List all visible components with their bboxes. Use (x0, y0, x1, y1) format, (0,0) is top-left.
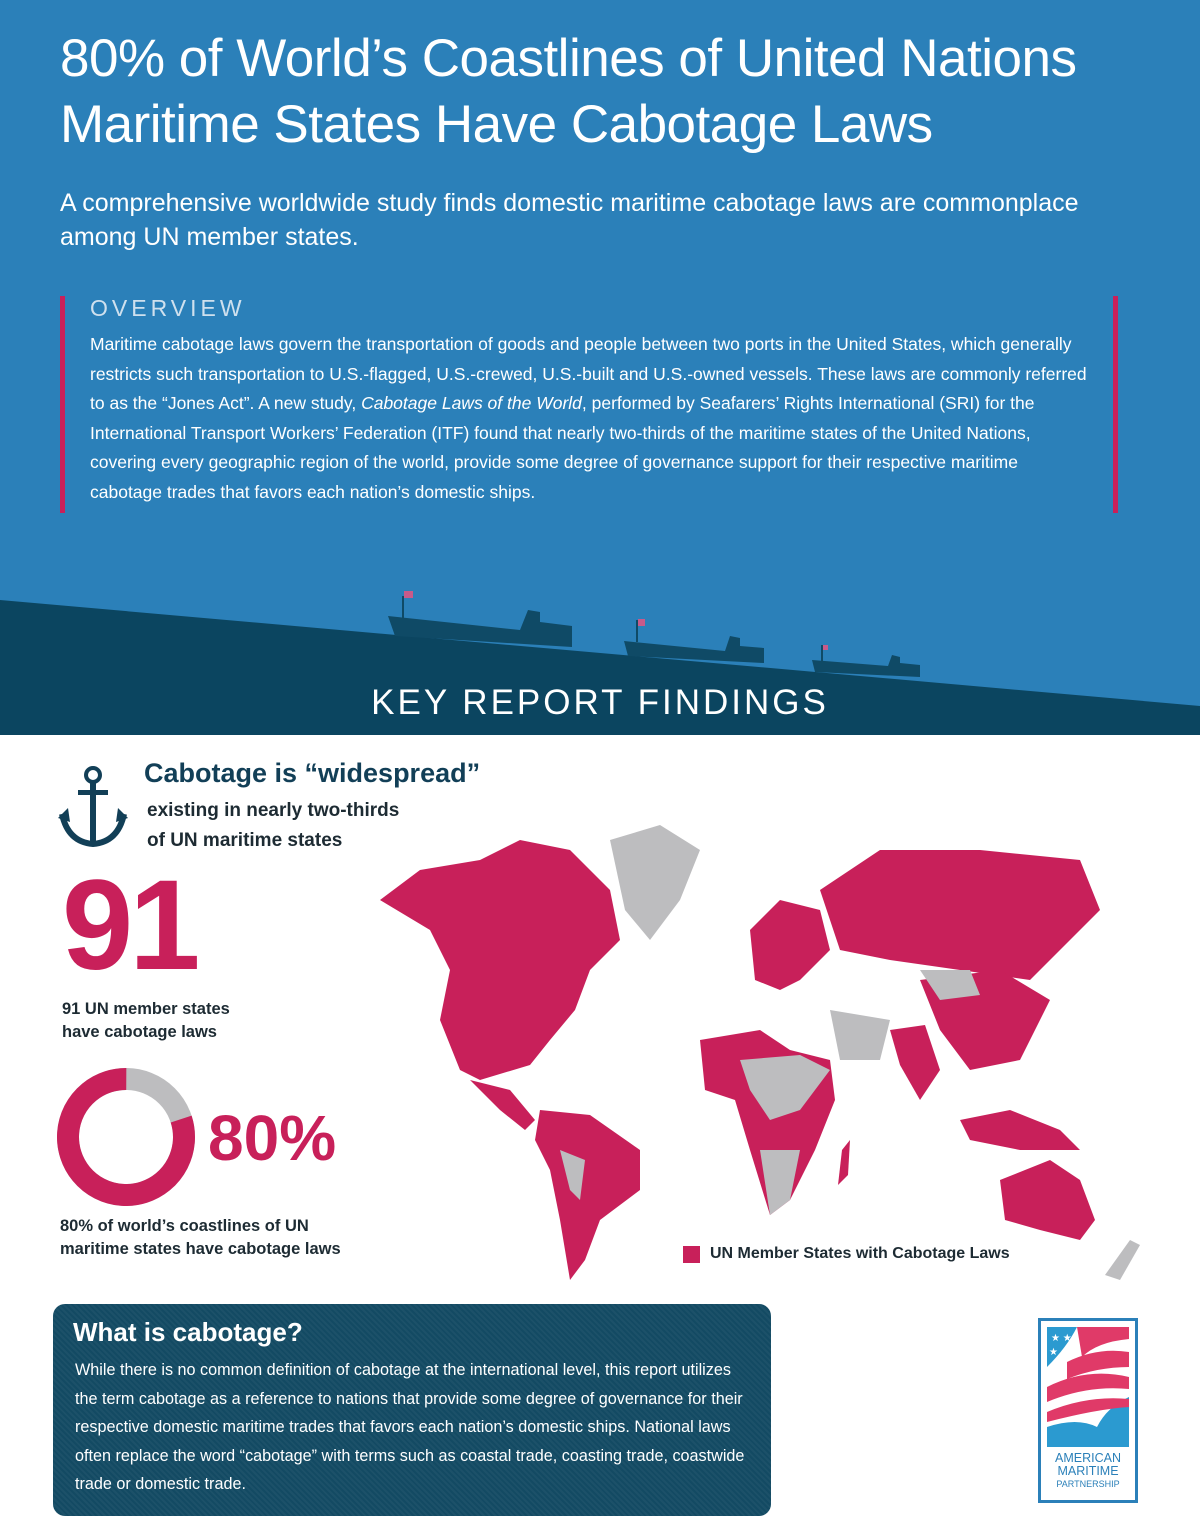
southern-africa (760, 1150, 800, 1215)
north-america (380, 840, 620, 1080)
inland-africa (740, 1055, 830, 1120)
flag-logo-icon: ★ ★ ★ ★ (1047, 1327, 1129, 1447)
caption-line: maritime states have cabotage laws (60, 1240, 341, 1258)
greenland (610, 825, 700, 940)
coastline-caption: 80% of world’s coastlines of UN maritime … (60, 1215, 341, 1261)
subheading-line: of UN maritime states (147, 830, 343, 851)
middle-east (830, 1010, 890, 1060)
madagascar (838, 1140, 850, 1185)
stat-caption: 91 UN member states have cabotage laws (62, 998, 230, 1044)
world-map (380, 825, 1140, 1280)
stat-number: 91 (62, 854, 200, 997)
page-title: 80% of World’s Coastlines of United Nati… (60, 29, 1077, 154)
ship-icon (388, 591, 572, 647)
caption-line: 80% of world’s coastlines of UN (60, 1217, 309, 1235)
overview-text: Maritime cabotage laws govern the transp… (90, 334, 1087, 413)
central-america (470, 1080, 535, 1130)
logo-text: PARTNERSHIP (1056, 1479, 1120, 1489)
europe (750, 900, 830, 990)
southeast-asia (960, 1110, 1080, 1150)
coastline-percent: 80% (208, 1102, 337, 1174)
logo-text: AMERICAN (1055, 1451, 1121, 1465)
what-title: What is cabotage? (73, 1317, 303, 1347)
ship-icon (812, 645, 920, 677)
logo-text: MARITIME (1057, 1464, 1119, 1478)
svg-text:★ ★: ★ ★ (1049, 1347, 1070, 1358)
russia (820, 850, 1100, 980)
header: 80% of World’s Coastlines of United Nati… (60, 26, 1190, 513)
mongolia (920, 970, 980, 1000)
findings-heading: Cabotage is “widespread” (144, 758, 481, 788)
overview-text: , performed by Seafarers’ Rights Interna… (90, 393, 1035, 502)
header-background (0, 0, 1200, 735)
south-america (535, 1110, 640, 1280)
india (890, 1025, 940, 1100)
what-body: While there is no common definition of c… (75, 1361, 745, 1493)
what-is-cabotage-box: What is cabotage? While there is no comm… (53, 1304, 771, 1516)
ships-band (0, 591, 1200, 735)
legend-swatch (683, 1245, 700, 1263)
bolivia-paraguay (560, 1150, 585, 1200)
caption-line: 91 UN member states (62, 1000, 230, 1018)
new-zealand (1105, 1240, 1140, 1280)
findings-subheading: existing in nearly two-thirds of UN marit… (147, 796, 399, 856)
other-countries (560, 825, 1140, 1280)
page-subtitle: A comprehensive worldwide study finds do… (60, 189, 1079, 251)
report-title: Cabotage Laws of the World (361, 393, 582, 413)
subheading-line: existing in nearly two-thirds (147, 800, 400, 821)
donut-value-arc (57, 1068, 195, 1206)
australia (1000, 1160, 1095, 1240)
overview-body: Maritime cabotage laws govern the transp… (90, 330, 1088, 507)
coastline-donut (57, 1068, 195, 1206)
dark-band (0, 600, 1200, 735)
map-legend: UN Member States with Cabotage Laws (683, 1245, 1010, 1263)
overview-box: OVERVIEW Maritime cabotage laws govern t… (60, 296, 1118, 513)
legend-label: UN Member States with Cabotage Laws (710, 1245, 1010, 1262)
ship-icon (624, 619, 764, 663)
anchor-icon (58, 766, 128, 848)
svg-text:★ ★: ★ ★ (1051, 1333, 1072, 1344)
american-maritime-partnership-logo: ★ ★ ★ ★ AMERICAN MARITIME PARTNERSHIP (1038, 1318, 1138, 1503)
overview-label: OVERVIEW (90, 295, 246, 321)
caption-line: have cabotage laws (62, 1023, 217, 1041)
section-title: KEY REPORT FINDINGS (371, 683, 829, 722)
